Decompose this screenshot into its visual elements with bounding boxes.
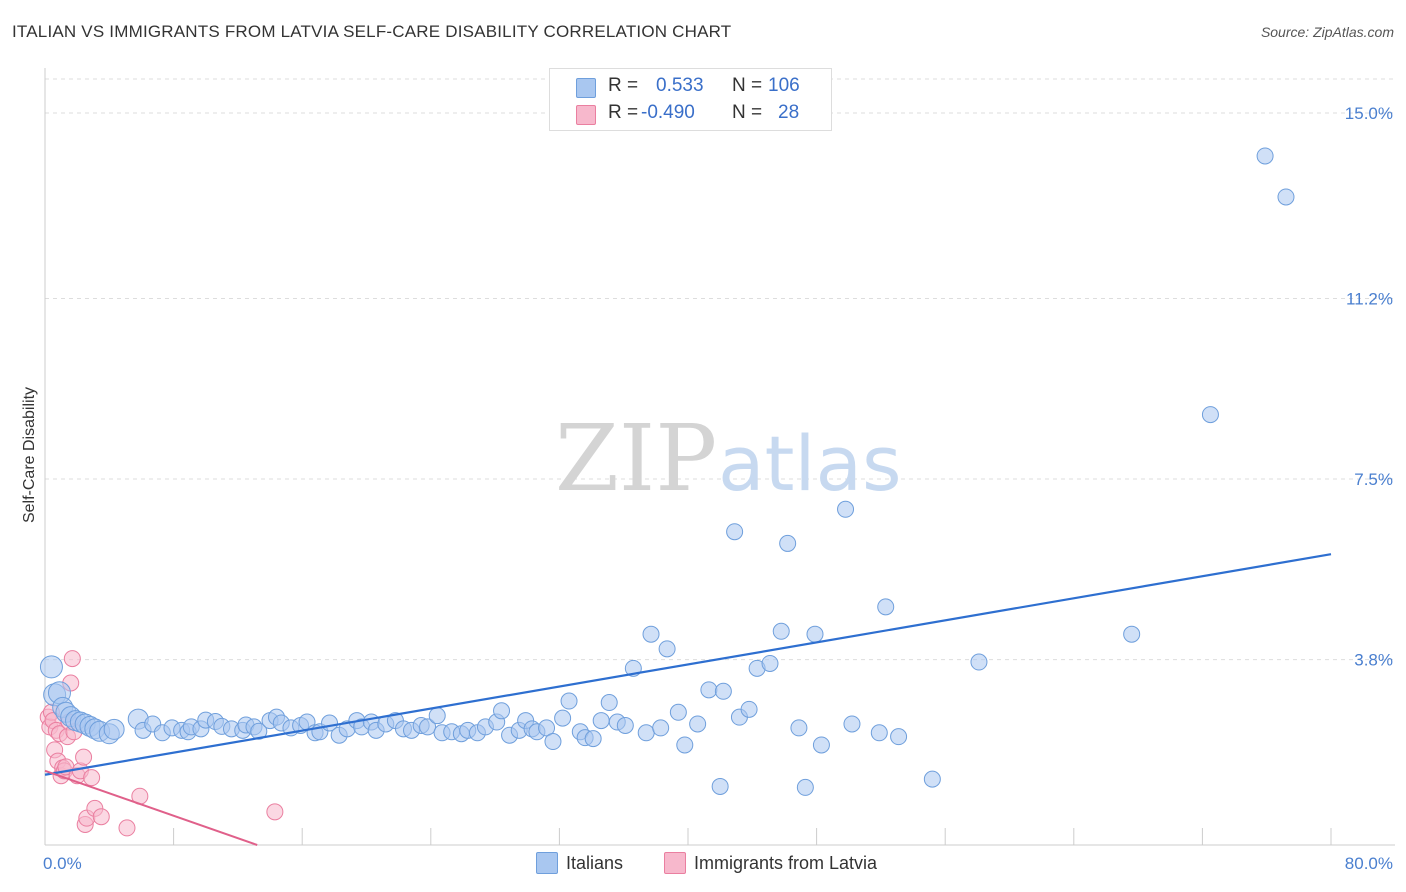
- legend-n-value: 28: [778, 102, 800, 123]
- italians-label: Italians: [566, 853, 624, 873]
- watermark-atlas: atlas: [718, 419, 902, 508]
- italians-point: [419, 718, 437, 736]
- axes: [44, 68, 1395, 846]
- y-tick-label: 11.2%: [1346, 289, 1393, 308]
- legend-r-value: 0.533: [656, 75, 704, 96]
- italians-point: [616, 716, 634, 734]
- x-tick-label: 0.0%: [43, 854, 82, 873]
- italians-point: [970, 653, 988, 671]
- latvia-point: [266, 803, 284, 821]
- italians-point: [726, 523, 744, 541]
- latvia-trend-line: [44, 769, 258, 846]
- italians-point: [837, 500, 855, 518]
- italians-point: [877, 598, 895, 616]
- watermark: ZIP atlas: [555, 405, 902, 512]
- legend-r-value: -0.490: [641, 102, 695, 123]
- y-axis-label: Self-Care Disability: [21, 387, 38, 523]
- italians-point: [250, 722, 268, 740]
- latvia-point: [118, 819, 136, 837]
- chart-title: ITALIAN VS IMMIGRANTS FROM LATVIA SELF-C…: [12, 22, 732, 41]
- latvia-point: [83, 769, 101, 787]
- italians-point: [689, 715, 707, 733]
- latvia-point: [75, 748, 93, 766]
- legend-n-value: 106: [768, 75, 800, 96]
- italians-point: [642, 625, 660, 643]
- italians-point: [1277, 188, 1295, 206]
- chart-source: Source: ZipAtlas.com: [1260, 24, 1394, 40]
- italians-point: [772, 622, 790, 640]
- y-tick-label: 15.0%: [1345, 104, 1393, 123]
- latvia-label: Immigrants from Latvia: [694, 853, 878, 873]
- legend-row-italians: R = 0.533 N = 106: [550, 75, 831, 99]
- italians-point: [676, 736, 694, 754]
- italians-point: [1201, 406, 1219, 424]
- italians-point: [637, 724, 655, 742]
- italians-point: [711, 777, 729, 795]
- italians-point: [779, 534, 797, 552]
- italians-swatch: [536, 852, 558, 874]
- x-tick-label: 80.0%: [1345, 854, 1393, 873]
- y-tick-label: 3.8%: [1354, 651, 1393, 670]
- legend-swatch-latvia: [576, 105, 596, 125]
- italians-point: [843, 715, 861, 733]
- italians-point: [428, 707, 446, 725]
- italians-point: [493, 702, 511, 720]
- legend-n-label: N =: [732, 75, 763, 96]
- trend-lines: [44, 553, 1332, 846]
- correlation-legend: R = 0.533 N = 106 R = -0.490 N = 28: [549, 68, 832, 131]
- legend-swatch-italians: [576, 78, 596, 98]
- italians-point: [658, 640, 676, 658]
- italians-point: [669, 703, 687, 721]
- italians-point: [39, 655, 63, 679]
- legend-n-label: N =: [732, 102, 763, 123]
- tick-labels: 3.8% 7.5% 11.2% 15.0% 0.0% 80.0%: [43, 104, 1393, 873]
- watermark-zip: ZIP: [555, 405, 717, 512]
- legend-r-label: R =: [608, 75, 639, 96]
- italians-point: [584, 730, 602, 748]
- italians-point: [652, 719, 670, 737]
- italians-trend-line: [44, 553, 1332, 776]
- italians-point: [544, 733, 562, 751]
- italians-point: [592, 712, 610, 730]
- latvia-swatch: [664, 852, 686, 874]
- italians-point: [103, 718, 125, 740]
- italians-point: [870, 724, 888, 742]
- latvia-points: [39, 650, 284, 837]
- latvia-point: [92, 808, 110, 826]
- italians-point: [790, 719, 808, 737]
- italians-point: [560, 692, 578, 710]
- italians-point: [740, 700, 758, 718]
- italians-point: [761, 654, 779, 672]
- italians-point: [812, 736, 830, 754]
- italians-point: [796, 778, 814, 796]
- y-tick-label: 7.5%: [1354, 470, 1393, 489]
- italians-point: [890, 728, 908, 746]
- italians-point: [554, 709, 572, 727]
- legend-r-label: R =: [608, 102, 639, 123]
- grid-lines: [45, 78, 1395, 661]
- italians-point: [700, 681, 718, 699]
- italians-point: [1123, 625, 1141, 643]
- italians-point: [806, 625, 824, 643]
- legend-row-latvia: R = -0.490 N = 28: [550, 102, 831, 126]
- italians-point: [538, 719, 556, 737]
- italians-point: [714, 682, 732, 700]
- italians-point: [923, 770, 941, 788]
- italians-point: [1256, 147, 1274, 165]
- latvia-point: [63, 650, 81, 668]
- italians-point: [600, 694, 618, 712]
